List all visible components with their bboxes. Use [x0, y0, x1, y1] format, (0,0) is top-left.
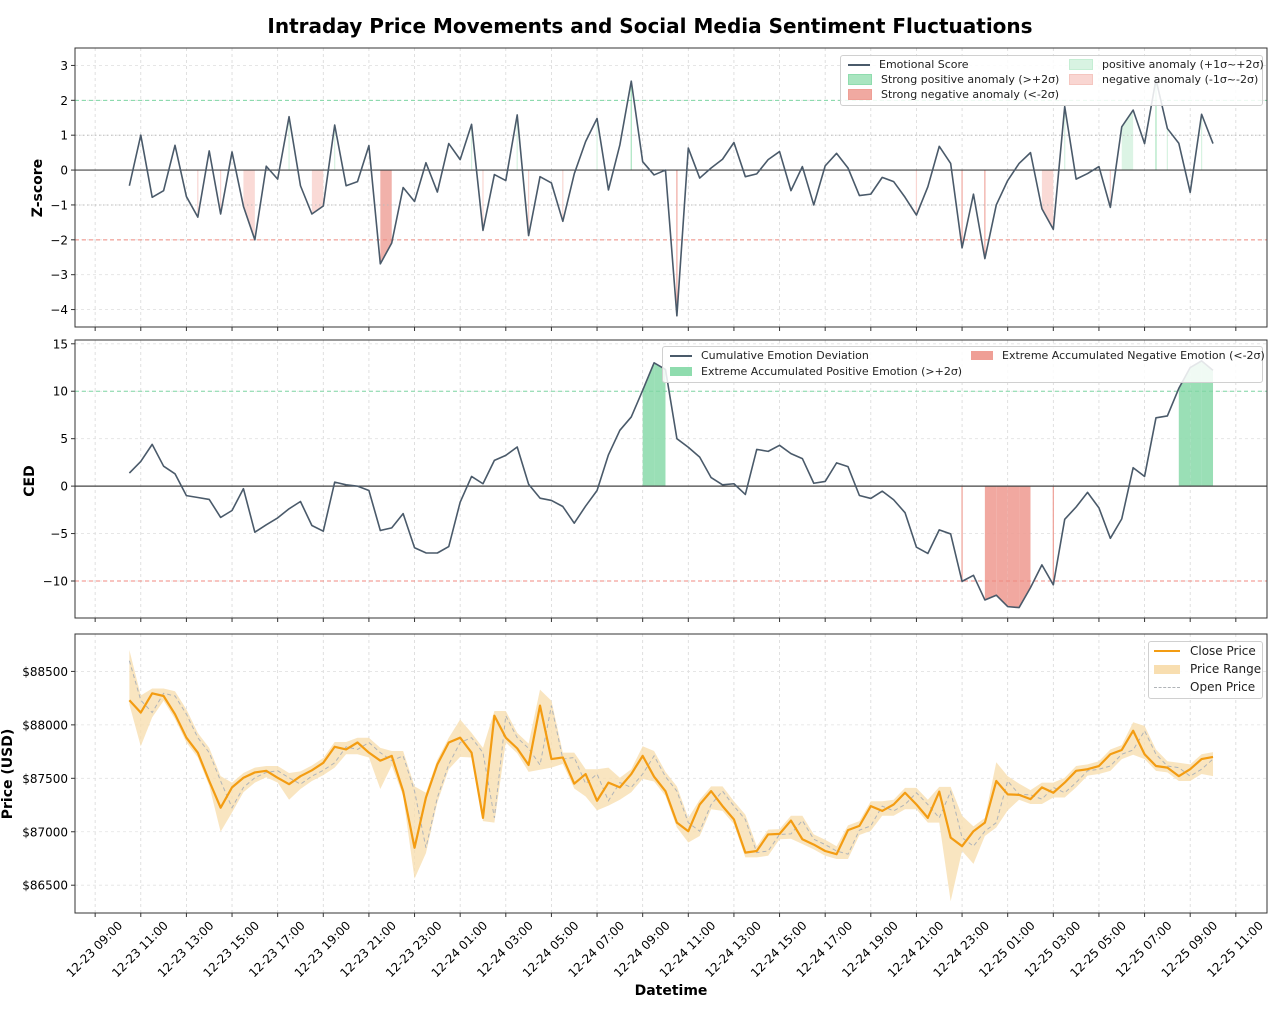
legend-label: Strong negative anomaly (<-2σ): [881, 88, 1060, 101]
panel-2: 15 10 5 0 −5 −10: [43, 337, 1268, 622]
y-axis-label-ced: CED: [22, 465, 38, 497]
legend-label: Cumulative Emotion Deviation: [701, 349, 869, 362]
y-tick-label: 2: [60, 94, 68, 108]
x-axis-label: Datetime: [634, 983, 708, 999]
y-tick-label: −2: [50, 233, 68, 247]
legend-label: Price Range: [1190, 662, 1262, 676]
y-tick-label: −3: [50, 268, 68, 282]
y-tick-label: 15: [53, 337, 68, 351]
y-tick-label: −10: [43, 574, 68, 588]
legend-item-extreme-positive: Extreme Accumulated Positive Emotion (>+…: [670, 365, 962, 378]
legend-item-negative: negative anomaly (-1σ~-2σ): [1069, 73, 1258, 86]
positive-anomaly-fill: [1121, 110, 1134, 171]
extreme-positive-fill: [1201, 360, 1214, 487]
y-tick-label: $86500: [22, 879, 68, 893]
legend-swatch: [848, 74, 872, 85]
plot-frame: [74, 339, 1268, 619]
legend-zscore: Emotional Score Strong positive anomaly …: [840, 55, 1264, 106]
ced-line: [128, 360, 1214, 609]
legend-label: Emotional Score: [879, 58, 969, 71]
y-tick-label: $87500: [22, 772, 68, 786]
legend-item-strong-negative: Strong negative anomaly (<-2σ): [848, 88, 1059, 101]
legend-swatch: [971, 351, 993, 360]
y-tick-label: 1: [60, 129, 68, 143]
y-tick-label: $87000: [22, 825, 68, 839]
legend-label: Open Price: [1190, 680, 1256, 694]
legend-label: Strong positive anomaly (>+2σ): [881, 73, 1060, 86]
legend-swatch: [1154, 664, 1180, 674]
y-tick-label: 10: [53, 385, 68, 399]
y-tick-label: 0: [60, 480, 68, 494]
legend-item-positive: positive anomaly (+1σ~+2σ): [1069, 58, 1264, 71]
extreme-positive-fill: [1190, 360, 1202, 487]
extreme-negative-fill: [996, 486, 1008, 607]
close-price-line: [128, 692, 1214, 856]
extreme-positive-fill: [1178, 367, 1191, 487]
legend-item-strong-positive: Strong positive anomaly (>+2σ): [848, 73, 1059, 86]
negative-anomaly-fill: [243, 170, 255, 240]
y-tick-label: $88500: [22, 665, 68, 679]
legend-ced: Cumulative Emotion Deviation Extreme Acc…: [662, 346, 1265, 383]
emotional-score-line: [128, 78, 1214, 317]
negative-anomaly-fill: [311, 170, 324, 215]
legend-swatch: [848, 89, 872, 100]
strong-negative-anomaly-fill: [380, 170, 392, 264]
legend-line-swatch: [1154, 686, 1180, 688]
extreme-negative-fill: [984, 486, 997, 600]
legend-label: Extreme Accumulated Positive Emotion (>+…: [701, 365, 963, 378]
legend-item-open: Open Price: [1154, 680, 1255, 694]
y-tick-label: $88000: [22, 718, 68, 732]
legend-item-close: Close Price: [1154, 644, 1256, 658]
y-tick-label: 5: [60, 432, 68, 446]
y-tick-label: 0: [60, 164, 68, 178]
extreme-negative-fill: [1007, 486, 1020, 608]
price-range-band: [129, 650, 1214, 902]
legend-line-swatch: [670, 354, 692, 357]
legend-swatch: [1069, 74, 1093, 85]
chart-title: Intraday Price Movements and Social Medi…: [267, 14, 1033, 38]
y-axis-label-zscore: Z-score: [30, 158, 46, 218]
plot-area: [75, 340, 1267, 618]
plot-frame: [74, 47, 1268, 328]
legend-label: Extreme Accumulated Negative Emotion (<-…: [1002, 349, 1265, 362]
plot-frame: [74, 633, 1268, 914]
extreme-positive-fill: [642, 362, 655, 487]
legend-swatch: [670, 367, 692, 376]
y-axis-label-price: Price (USD): [0, 728, 16, 820]
y-tick-label: −5: [50, 527, 68, 541]
legend-price: Close Price Price Range Open Price: [1148, 641, 1263, 699]
legend-item-range: Price Range: [1154, 662, 1261, 676]
y-tick-label: −1: [50, 198, 68, 212]
legend-item-extreme-negative: Extreme Accumulated Negative Emotion (<-…: [971, 349, 1265, 362]
legend-label: negative anomaly (-1σ~-2σ): [1102, 73, 1259, 86]
legend-line-swatch: [1154, 650, 1180, 652]
legend-label: positive anomaly (+1σ~+2σ): [1102, 58, 1264, 71]
open-price-line: [128, 660, 1214, 855]
legend-line-swatch: [848, 63, 870, 66]
y-tick-label: 3: [60, 59, 68, 73]
legend-item-ced: Cumulative Emotion Deviation: [670, 349, 869, 362]
extreme-negative-fill: [1019, 486, 1031, 608]
negative-anomaly-fill: [1041, 170, 1054, 230]
extreme-positive-fill: [654, 362, 666, 487]
legend-swatch: [1069, 59, 1093, 70]
y-tick-label: −4: [50, 303, 68, 317]
legend-label: Close Price: [1190, 644, 1256, 658]
legend-item-emotional-score: Emotional Score: [848, 58, 969, 71]
